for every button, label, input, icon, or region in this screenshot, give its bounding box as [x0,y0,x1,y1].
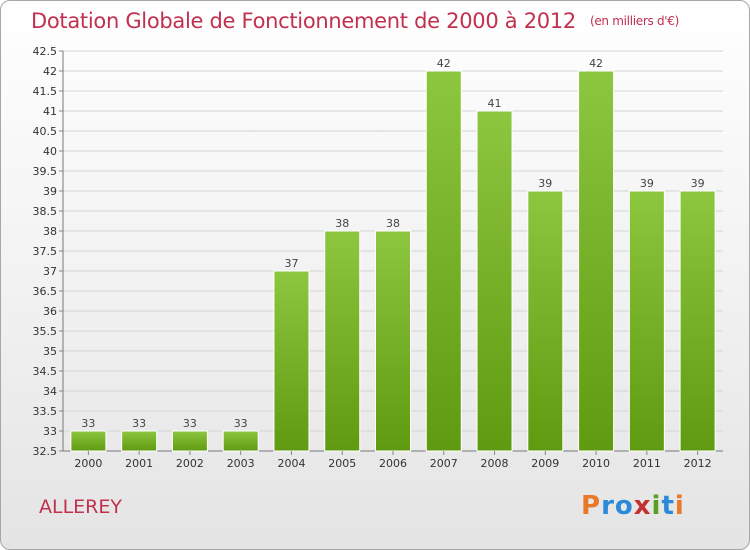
x-tick-label: 2007 [430,457,458,470]
data-label: 39 [640,177,654,190]
bar-2007 [425,70,462,452]
bar-2012 [679,190,716,452]
data-label: 42 [437,57,451,70]
data-label: 38 [335,217,349,230]
data-label: 33 [81,417,95,430]
y-tick-label: 38.5 [33,205,58,218]
y-tick-label: 42 [43,65,57,78]
bar-2001 [121,430,158,452]
y-tick-label: 34.5 [33,365,58,378]
x-tick-label: 2005 [328,457,356,470]
y-tick-label: 37 [43,265,57,278]
y-tick-label: 40 [43,145,57,158]
x-tick-label: 2009 [531,457,559,470]
y-tick-label: 36.5 [33,285,58,298]
bar-2003 [222,430,259,452]
x-tick-label: 2001 [125,457,153,470]
y-tick-label: 41.5 [33,85,58,98]
x-tick-label: 2010 [582,457,610,470]
logo-letter: t [661,491,675,521]
bar-2000 [70,430,107,452]
bar-2009 [527,190,564,452]
logo-letter: i [651,491,662,521]
logo-letter: P [581,491,602,521]
y-tick-label: 42.5 [33,45,58,58]
bar-2008 [476,110,513,452]
y-tick-label: 35.5 [33,325,58,338]
chart-subtitle: (en milliers d'€) [589,14,679,28]
data-label: 33 [183,417,197,430]
logo-letter: r [601,491,615,521]
logo-letter: x [633,491,652,521]
data-label: 39 [691,177,705,190]
x-tick-label: 2006 [379,457,407,470]
y-tick-label: 40.5 [33,125,58,138]
commune-name: ALLEREY [39,496,122,518]
y-tick-label: 35 [43,345,57,358]
bar-2004 [273,270,310,452]
data-label: 37 [284,257,298,270]
x-tick-label: 2004 [277,457,305,470]
y-tick-label: 39.5 [33,165,58,178]
bar-2002 [171,430,208,452]
y-tick-label: 38 [43,225,57,238]
data-label: 38 [386,217,400,230]
y-tick-label: 36 [43,305,57,318]
x-tick-label: 2003 [227,457,255,470]
bars [70,70,716,452]
y-tick-label: 37.5 [33,245,58,258]
data-label: 39 [538,177,552,190]
bar-2006 [375,230,411,452]
y-tick-labels: 32.5 33 33.5 34 34.5 35 35.5 36 36.5 37 37.5 38 38.5… [33,45,58,458]
proxiti-logo: Proxiti [581,491,685,521]
x-tick-label: 2012 [684,457,712,470]
x-tick-label: 2002 [176,457,204,470]
data-label: 33 [132,417,146,430]
data-label: 42 [589,57,603,70]
y-tick-label: 41 [43,105,57,118]
chart-title: Dotation Globale de Fonctionnement de 20… [31,9,679,33]
x-tick-label: 2000 [74,457,102,470]
y-tick-label: 32.5 [33,445,58,458]
bar-2011 [628,190,665,452]
logo-letter: i [674,491,685,521]
x-tick-labels: 2000 2001 2002 2003 2004 2005 2006 2007 2008 2009… [74,451,712,470]
chart-title-text: Dotation Globale de Fonctionnement de 20… [31,9,576,33]
logo-letter: o [614,491,634,521]
y-tick-label: 33 [43,425,57,438]
x-tick-label: 2011 [633,457,661,470]
data-labels: 33 33 33 33 37 38 38 42 41 39 42 39 39 [81,57,704,430]
bar-2010 [578,70,615,452]
y-tick-label: 34 [43,385,57,398]
bar-2005 [324,230,361,452]
y-tick-label: 39 [43,185,57,198]
data-label: 33 [234,417,248,430]
data-label: 41 [488,97,502,110]
y-tick-label: 33.5 [33,405,58,418]
x-tick-label: 2008 [481,457,509,470]
